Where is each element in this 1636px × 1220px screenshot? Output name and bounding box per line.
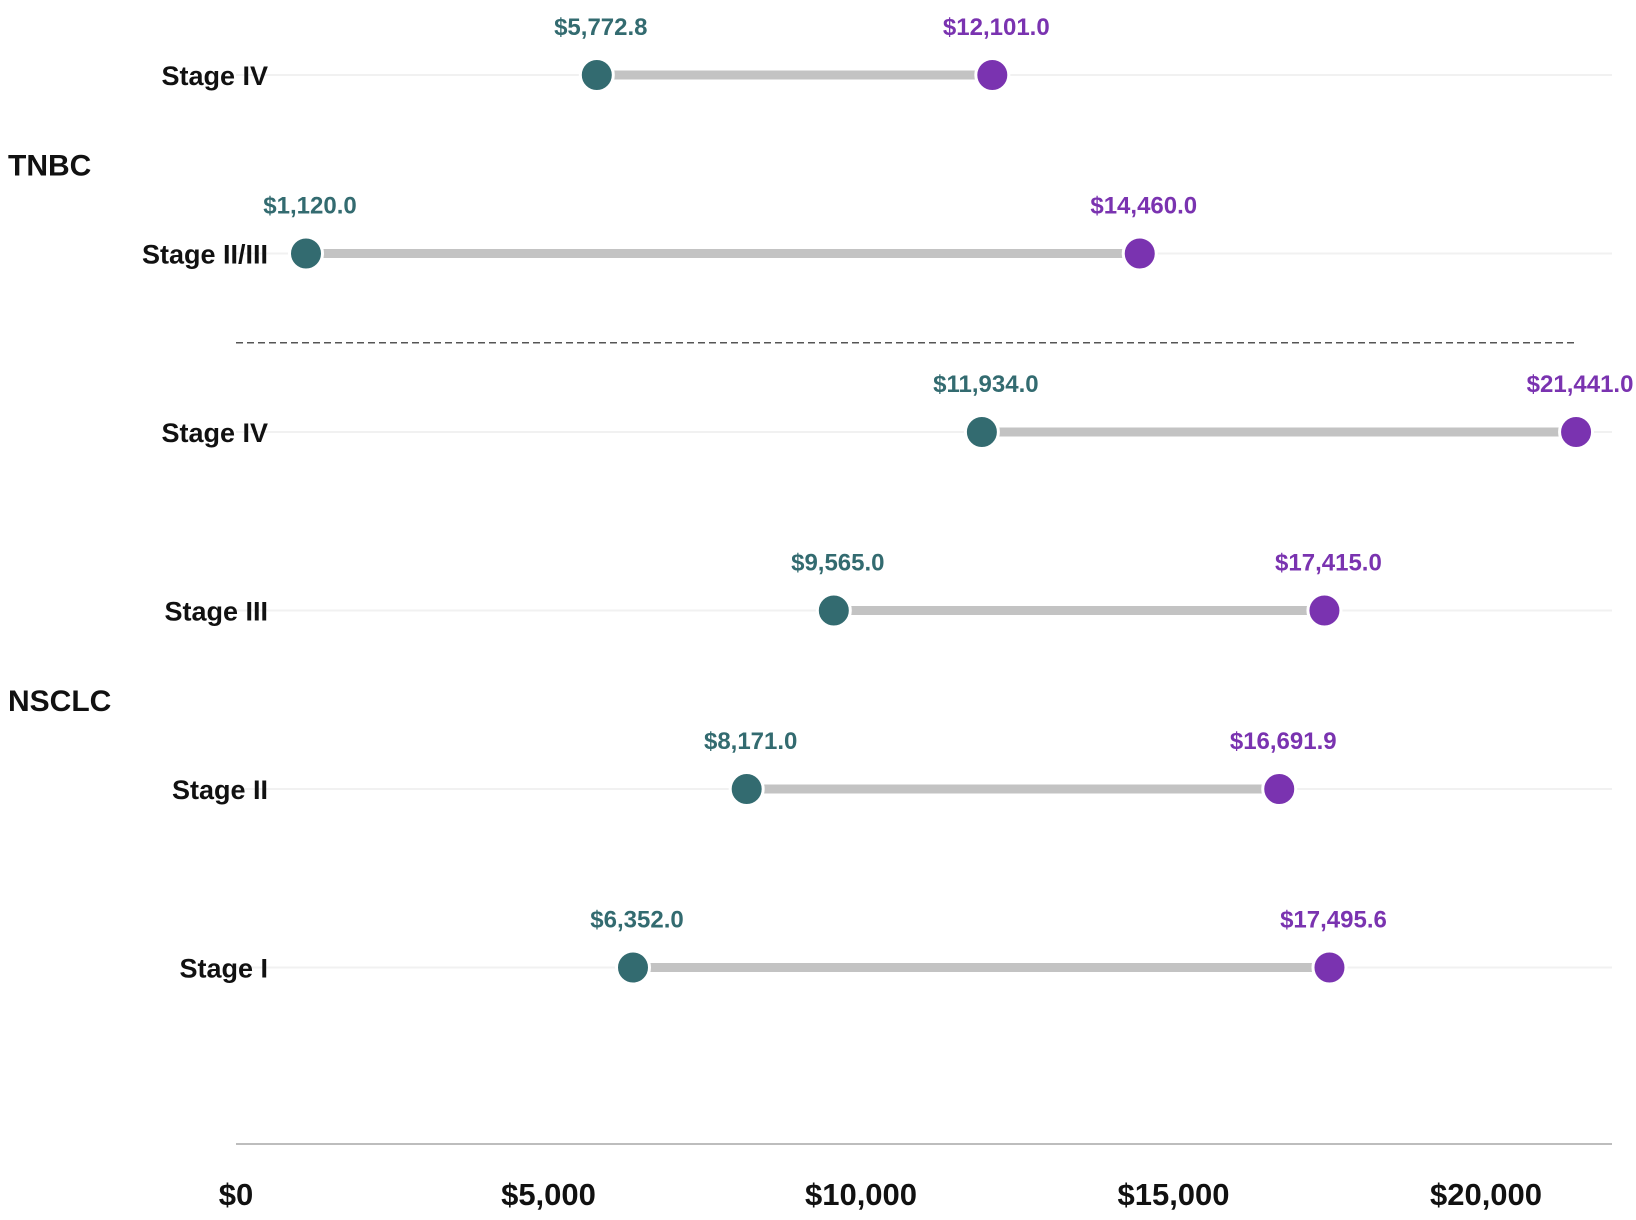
dumbbell-row: Stage IV $5,772.8 $12,101.0 <box>161 14 1050 93</box>
low-value-point <box>288 235 324 272</box>
low-value-label: $5,772.8 <box>554 14 647 41</box>
high-value-point <box>974 57 1011 93</box>
low-value-point <box>615 949 651 986</box>
low-value-label: $11,934.0 <box>933 371 1038 398</box>
x-tick-label: $15,000 <box>1117 1177 1229 1212</box>
row-label: Stage IV <box>161 61 268 91</box>
high-value-point <box>1558 414 1595 450</box>
low-value-label: $6,352.0 <box>590 907 683 934</box>
high-value-label: $16,691.9 <box>1230 728 1337 755</box>
group-label: NSCLC <box>8 685 111 718</box>
x-tick-label: $10,000 <box>805 1177 917 1212</box>
high-value-point <box>1121 235 1158 272</box>
low-value-label: $8,171.0 <box>704 728 797 755</box>
x-axis: $0 $5,000 $10,000 $15,000 $20,000 <box>219 1143 1612 1212</box>
high-value-label: $12,101.0 <box>943 14 1050 41</box>
low-value-point <box>578 57 615 93</box>
x-tick-label: $20,000 <box>1430 1177 1542 1212</box>
low-value-label: $9,565.0 <box>791 550 884 577</box>
high-value-point <box>1306 592 1343 629</box>
group-labels: TNBC NSCLC <box>8 149 111 718</box>
dumbbell-row: Stage III $9,565.0 $17,415.0 <box>164 550 1382 629</box>
dumbbell-rows: Stage IV $5,772.8 $12,101.0 Stage II/III $1,… <box>142 14 1634 986</box>
low-value-point <box>815 592 852 629</box>
row-label: Stage IV <box>161 418 268 448</box>
x-tick-label: $0 <box>219 1177 253 1212</box>
x-tick-label: $5,000 <box>501 1177 596 1212</box>
group-label: TNBC <box>8 149 91 182</box>
row-label: Stage I <box>179 954 268 984</box>
row-label: Stage III <box>164 597 268 627</box>
row-label: Stage II/III <box>142 240 268 270</box>
dumbbell-row: Stage I $6,352.0 $17,495.6 <box>179 907 1387 986</box>
low-value-point <box>963 414 1000 450</box>
dumbbell-row: Stage II $8,171.0 $16,691.9 <box>172 728 1337 807</box>
low-value-label: $1,120.0 <box>263 193 356 220</box>
high-value-point <box>1311 949 1348 986</box>
high-value-label: $21,441.0 <box>1527 371 1634 398</box>
dumbbell-row: Stage IV $11,934.0 $21,441.0 <box>161 371 1634 450</box>
high-value-label: $17,415.0 <box>1275 550 1382 577</box>
high-value-label: $17,495.6 <box>1280 907 1387 934</box>
low-value-point <box>728 771 765 807</box>
dumbbell-row: Stage II/III $1,120.0 $14,460.0 <box>142 193 1197 272</box>
high-value-label: $14,460.0 <box>1090 193 1197 220</box>
row-label: Stage II <box>172 775 268 805</box>
gridlines <box>236 74 1612 969</box>
high-value-point <box>1261 771 1298 807</box>
